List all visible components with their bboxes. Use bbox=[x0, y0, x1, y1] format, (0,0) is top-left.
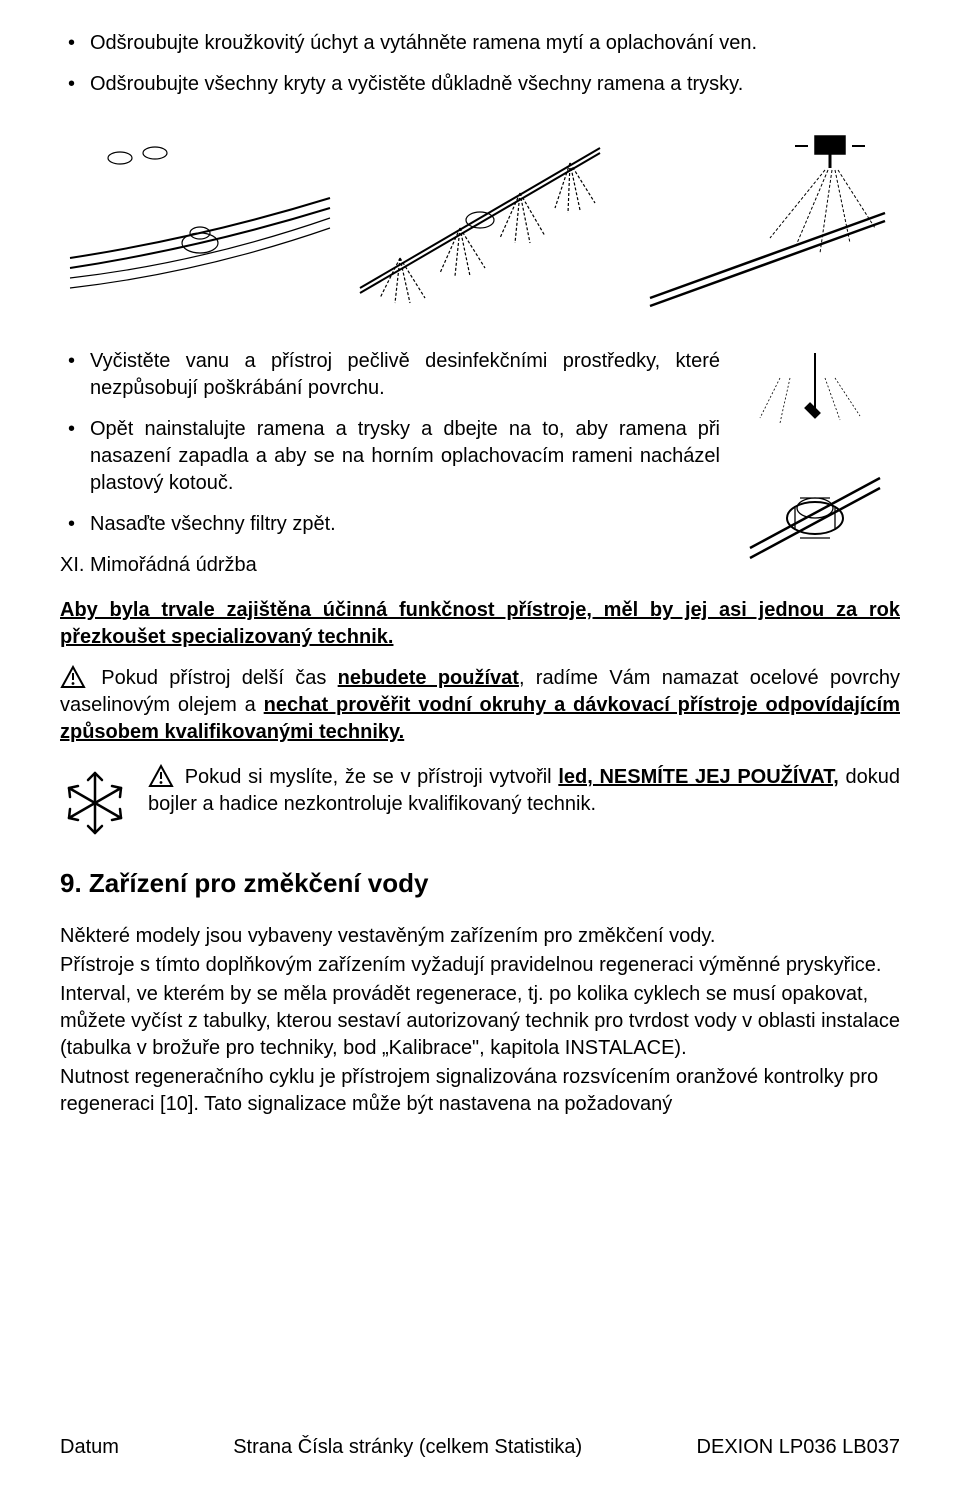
section-9-heading: 9. Zařízení pro změkčení vody bbox=[60, 866, 900, 901]
diagram-faucet-rinse bbox=[620, 128, 900, 308]
snow-u1: led, NESMÍTE JEJ POUŽÍVAT, bbox=[558, 766, 839, 788]
snowflake-icon bbox=[60, 768, 130, 838]
bullet-item: Vyčistěte vanu a přístroj pečlivě desinf… bbox=[90, 348, 900, 402]
frost-warning-text: Pokud si myslíte, že se v přístroji vytv… bbox=[148, 764, 900, 818]
bullet-item: Opět nainstalujte ramena a trysky a dbej… bbox=[90, 416, 900, 497]
warning-triangle-icon bbox=[60, 665, 86, 689]
warning-paragraph: Pokud přístroj delší čas nebudete použív… bbox=[60, 665, 900, 746]
section-9-body: Některé modely jsou vybaveny vestavěným … bbox=[60, 923, 900, 1118]
body-line: Interval, ve kterém by se měla provádět … bbox=[60, 981, 900, 1062]
bullet-item: Odšroubujte všechny kryty a vyčistěte dů… bbox=[90, 71, 900, 98]
footer-center: Strana Čísla stránky (celkem Statistika) bbox=[233, 1434, 582, 1461]
body-line: Nutnost regeneračního cyklu je přístroje… bbox=[60, 1064, 900, 1118]
section-9-num: 9. bbox=[60, 868, 82, 898]
section-9-title: Zařízení pro změkčení vody bbox=[89, 868, 429, 898]
bold-underline-paragraph: Aby byla trvale zajištěna účinná funkčno… bbox=[60, 597, 900, 651]
footer-right: DEXION LP036 LB037 bbox=[697, 1434, 900, 1461]
diagram-spray-arm-1 bbox=[60, 128, 340, 308]
diagram-row bbox=[60, 118, 900, 318]
bullet-item: Odšroubujte kroužkovitý úchyt a vytáhnět… bbox=[90, 30, 900, 57]
warning-triangle-icon bbox=[148, 764, 174, 788]
warn-text-u1: nebudete používat bbox=[338, 667, 519, 689]
snow-pre: Pokud si myslíte, že se v přístroji vytv… bbox=[185, 766, 559, 788]
frost-warning-block: Pokud si myslíte, že se v přístroji vytv… bbox=[60, 764, 900, 838]
page-footer: Datum Strana Čísla stránky (celkem Stati… bbox=[60, 1434, 900, 1461]
footer-left: Datum bbox=[60, 1434, 119, 1461]
top-bullet-list: Odšroubujte kroužkovitý úchyt a vytáhnět… bbox=[60, 30, 900, 98]
mid-content-block: Vyčistěte vanu a přístroj pečlivě desinf… bbox=[60, 348, 900, 597]
diagram-spray-arm-2 bbox=[340, 128, 620, 308]
body-line: Některé modely jsou vybaveny vestavěným … bbox=[60, 923, 900, 950]
warn-text-pre: Pokud přístroj delší čas bbox=[101, 667, 337, 689]
body-line: Přístroje s tímto doplňkovým zařízením v… bbox=[60, 952, 900, 979]
bullet-item: Nasaďte všechny filtry zpět. bbox=[90, 511, 900, 538]
